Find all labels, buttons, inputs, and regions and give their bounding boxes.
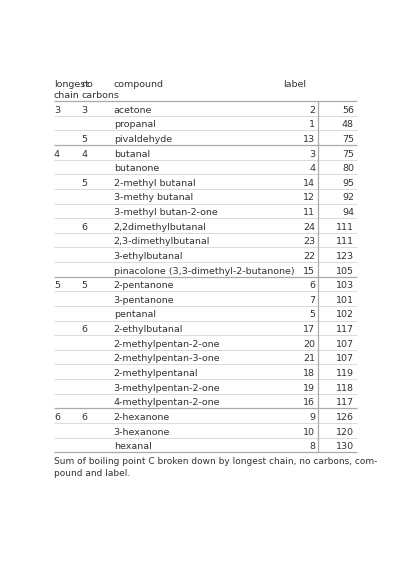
Text: acetone: acetone [113,105,152,115]
Text: 16: 16 [303,398,315,407]
Text: 4-methylpentan-2-one: 4-methylpentan-2-one [113,398,220,407]
Text: 117: 117 [336,325,354,334]
Text: 56: 56 [342,105,354,115]
Text: no
carbons: no carbons [81,80,119,100]
Text: 19: 19 [303,384,315,393]
Text: 103: 103 [336,281,354,291]
Text: 5: 5 [81,281,87,291]
Text: 2-ethylbutanal: 2-ethylbutanal [113,325,183,334]
Text: 3: 3 [309,150,315,159]
Text: 95: 95 [342,179,354,188]
Text: 3: 3 [54,105,60,115]
Text: 117: 117 [336,398,354,407]
Text: 8: 8 [309,442,315,451]
Text: 3-methyl butan-2-one: 3-methyl butan-2-one [113,208,217,217]
Text: 2,2dimethylbutanal: 2,2dimethylbutanal [113,223,207,231]
Text: 6: 6 [81,223,87,231]
Text: 4: 4 [81,150,87,159]
Text: 3-pentanone: 3-pentanone [113,296,174,305]
Text: 6: 6 [54,413,60,422]
Text: 5: 5 [54,281,60,291]
Text: label: label [283,80,306,89]
Text: 2-methylpentan-2-one: 2-methylpentan-2-one [113,340,220,349]
Text: 2-hexanone: 2-hexanone [113,413,170,422]
Text: 3-methylpentan-2-one: 3-methylpentan-2-one [113,384,220,393]
Text: 4: 4 [54,150,60,159]
Text: 3-methy butanal: 3-methy butanal [113,194,193,202]
Text: 5: 5 [81,179,87,188]
Text: 105: 105 [336,266,354,276]
Text: 94: 94 [342,208,354,217]
Text: butanone: butanone [113,164,159,173]
Text: 18: 18 [303,369,315,378]
Text: 2-methyl butanal: 2-methyl butanal [113,179,195,188]
Text: 5: 5 [309,311,315,320]
Text: 15: 15 [303,266,315,276]
Text: 10: 10 [303,427,315,437]
Text: 3-hexanone: 3-hexanone [113,427,170,437]
Text: 6: 6 [81,413,87,422]
Text: 120: 120 [336,427,354,437]
Text: 111: 111 [336,237,354,246]
Text: pivaldehyde: pivaldehyde [113,135,172,144]
Text: 3-ethylbutanal: 3-ethylbutanal [113,252,183,261]
Text: 119: 119 [336,369,354,378]
Text: 111: 111 [336,223,354,231]
Text: 14: 14 [303,179,315,188]
Text: longest
chain: longest chain [54,80,89,100]
Text: compound: compound [113,80,164,89]
Text: 9: 9 [309,413,315,422]
Text: 6: 6 [81,325,87,334]
Text: 75: 75 [342,150,354,159]
Text: 22: 22 [303,252,315,261]
Text: 4: 4 [309,164,315,173]
Text: pinacolone (3,3-dimethyl-2-butanone): pinacolone (3,3-dimethyl-2-butanone) [113,266,294,276]
Text: 123: 123 [336,252,354,261]
Text: 2-methylpentan-3-one: 2-methylpentan-3-one [113,354,220,363]
Text: 126: 126 [336,413,354,422]
Text: 107: 107 [336,340,354,349]
Text: 130: 130 [336,442,354,451]
Text: 23: 23 [303,237,315,246]
Text: 11: 11 [303,208,315,217]
Text: 107: 107 [336,354,354,363]
Text: butanal: butanal [113,150,150,159]
Text: 1: 1 [309,120,315,129]
Text: 80: 80 [342,164,354,173]
Text: 21: 21 [303,354,315,363]
Text: 48: 48 [342,120,354,129]
Text: 92: 92 [342,194,354,202]
Text: 75: 75 [342,135,354,144]
Text: 2: 2 [309,105,315,115]
Text: 118: 118 [336,384,354,393]
Text: 2-pentanone: 2-pentanone [113,281,174,291]
Text: 3: 3 [81,105,87,115]
Text: 101: 101 [336,296,354,305]
Text: 5: 5 [81,135,87,144]
Text: pentanal: pentanal [113,311,156,320]
Text: 20: 20 [303,340,315,349]
Text: 7: 7 [309,296,315,305]
Text: 102: 102 [336,311,354,320]
Text: 2,3-dimethylbutanal: 2,3-dimethylbutanal [113,237,210,246]
Text: propanal: propanal [113,120,156,129]
Text: Sum of boiling point C broken down by longest chain, no carbons, com-
pound and : Sum of boiling point C broken down by lo… [54,457,377,478]
Text: 6: 6 [309,281,315,291]
Text: 12: 12 [303,194,315,202]
Text: 24: 24 [303,223,315,231]
Text: hexanal: hexanal [113,442,152,451]
Text: 2-methylpentanal: 2-methylpentanal [113,369,198,378]
Text: 13: 13 [303,135,315,144]
Text: 17: 17 [303,325,315,334]
